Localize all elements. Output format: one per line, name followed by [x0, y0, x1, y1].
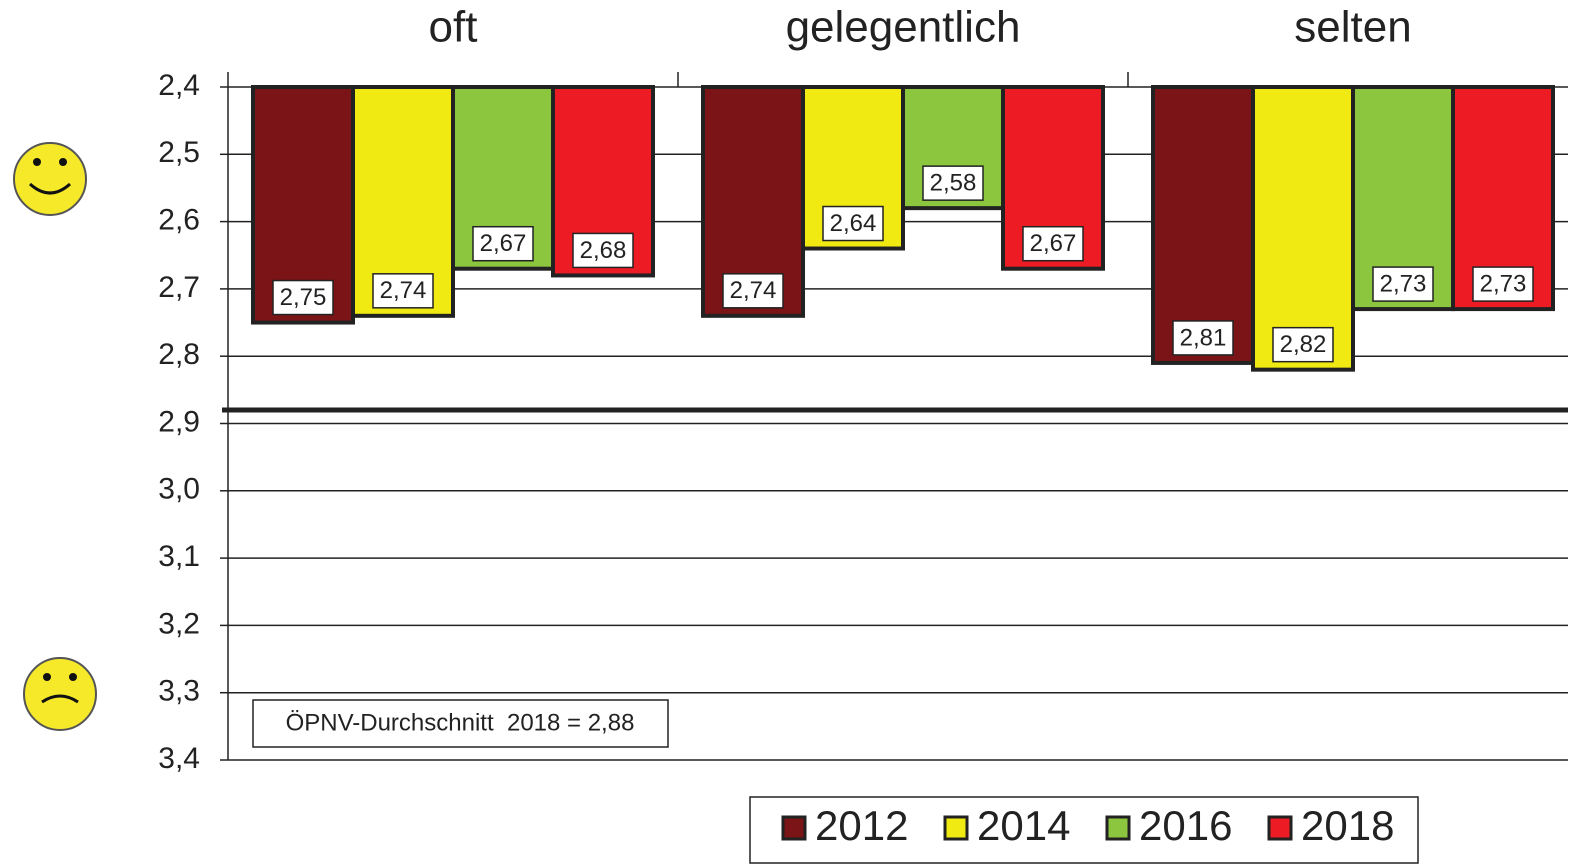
value-label-box: [1472, 266, 1534, 302]
value-label: 2,64: [830, 210, 877, 237]
value-label: 2,74: [380, 277, 427, 304]
sad-face: [23, 657, 97, 731]
happy-face: [13, 142, 87, 216]
legend-swatch: [943, 815, 969, 841]
value-label: 2,82: [1280, 331, 1327, 358]
annotation: ÖPNV-Durchschnitt 2018 = 2,88: [286, 709, 635, 736]
bar: [1251, 85, 1355, 372]
y-tick-label: 2,4: [158, 69, 200, 102]
y-tick-label: 2,7: [158, 271, 200, 304]
y-tick-label: 2,8: [158, 338, 200, 371]
category-label: gelegentlich: [786, 3, 1021, 52]
legend-swatch: [1105, 815, 1131, 841]
value-label: 2,73: [1380, 270, 1427, 297]
value-label-box: [1172, 320, 1234, 356]
y-tick-label: 2,9: [158, 405, 200, 438]
value-label: 2,81: [1180, 324, 1227, 351]
bar: [1451, 85, 1555, 312]
value-label: 2,75: [280, 284, 327, 311]
value-label: 2,58: [930, 169, 977, 196]
y-tick-label: 3,4: [158, 742, 200, 775]
bar: [1151, 85, 1255, 365]
value-label: 2,67: [480, 230, 527, 257]
value-label-box: [1272, 326, 1334, 363]
value-label-box: [572, 232, 634, 269]
value-label-box: [922, 165, 984, 201]
category-label: selten: [1294, 3, 1411, 52]
value-label: 2,67: [1030, 230, 1077, 257]
annotation-box: [252, 699, 669, 748]
y-tick-label: 3,0: [158, 473, 200, 506]
value-label-box: [1022, 225, 1084, 262]
category-label: oft: [429, 3, 478, 52]
legend-box: [749, 796, 1419, 864]
y-tick-label: 2,5: [158, 136, 200, 169]
legend-swatch: [1267, 815, 1293, 841]
value-label-box: [822, 205, 884, 242]
value-label: 2,74: [730, 277, 777, 304]
legend-label: 2014: [977, 802, 1070, 849]
legend-label: 2018: [1301, 802, 1394, 849]
y-tick-label: 3,1: [158, 540, 200, 573]
value-label-box: [272, 279, 334, 316]
y-tick-label: 3,3: [158, 675, 200, 708]
value-label: 2,73: [1480, 270, 1527, 297]
value-label-box: [722, 273, 784, 309]
y-tick-label: 2,6: [158, 204, 200, 237]
value-label-box: [1372, 266, 1434, 302]
legend-label: 2016: [1139, 802, 1232, 849]
legend-label: 2012: [815, 802, 908, 849]
value-label: 2,68: [580, 237, 627, 264]
value-label-box: [472, 225, 534, 262]
y-tick-label: 3,2: [158, 607, 200, 640]
legend-swatch: [781, 815, 807, 841]
value-label-box: [372, 273, 434, 309]
